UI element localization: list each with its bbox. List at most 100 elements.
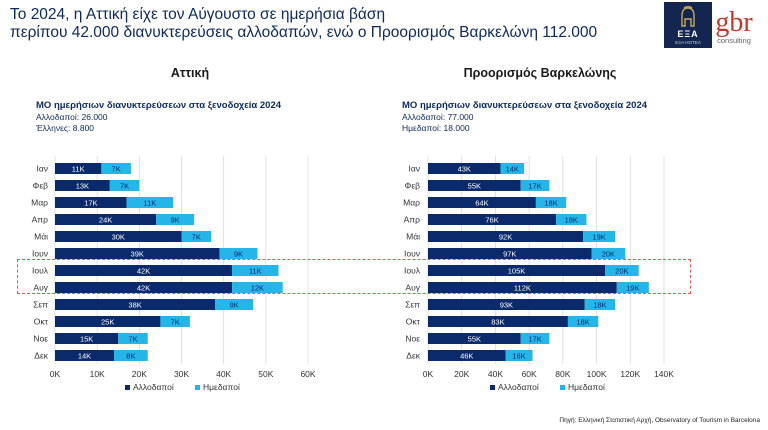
headline-line-2: περίπου 42.000 διανυκτερεύσεις αλλοδαπών…: [10, 24, 598, 41]
left-category-label: Αυγ: [33, 283, 48, 293]
left-x-tick-label: 50K: [258, 369, 273, 379]
right-data-label: 16K: [512, 352, 525, 361]
right-x-tick-label: 20K: [454, 369, 469, 379]
esa-logo-subtext: ΕΞΑ ΗΟΤΕΛ: [675, 40, 701, 45]
right-bar-domestic: [520, 180, 550, 191]
left-x-tick-label: 30K: [174, 369, 189, 379]
left-data-label: 30K: [112, 233, 125, 242]
right-data-label: 17K: [528, 182, 541, 191]
left-category-label: Μάι: [34, 232, 48, 242]
left-x-tick-label: 40K: [216, 369, 231, 379]
left-data-label: 25K: [101, 318, 114, 327]
left-data-label: 7K: [192, 233, 201, 242]
left-data-label: 14K: [78, 352, 91, 361]
right-data-label: 19K: [626, 284, 639, 293]
right-category-label: Ιαν: [408, 164, 420, 174]
right-bar-foreign: [428, 214, 557, 225]
left-bar-foreign: [55, 197, 127, 208]
left-bar-domestic: [215, 299, 254, 310]
right-category-label: Ιουλ: [404, 266, 421, 276]
right-x-tick-label: 0K: [423, 369, 434, 379]
left-bar-domestic: [118, 333, 148, 344]
esa-logo: ΕΞΑ ΕΞΑ ΗΟΤΕΛ: [664, 2, 712, 48]
right-chart-subtitle: ΜΟ ημερήσιων διανυκτερεύσεων στα ξενοδοχ…: [402, 100, 648, 111]
right-data-label: 18K: [593, 301, 606, 310]
right-bar-domestic: [567, 316, 599, 327]
right-category-label: Αυγ: [405, 283, 420, 293]
right-bar-foreign: [428, 248, 592, 259]
gbr-logo: gbr consulting: [706, 7, 762, 46]
left-bar-domestic: [160, 316, 190, 327]
left-data-label: 12K: [251, 284, 264, 293]
right-x-tick-label: 40K: [488, 369, 503, 379]
right-data-label: 55K: [468, 182, 481, 191]
right-category-label: Σεπ: [405, 300, 420, 310]
right-x-tick-label: 120K: [620, 369, 640, 379]
right-bar-foreign: [428, 299, 585, 310]
right-x-tick-label: 60K: [522, 369, 537, 379]
left-x-tick-label: 20K: [132, 369, 147, 379]
left-data-label: 38K: [128, 301, 141, 310]
left-bar-domestic: [232, 265, 279, 276]
left-data-label: 11K: [143, 199, 156, 208]
right-data-label: 76K: [485, 216, 498, 225]
right-bar-foreign: [428, 350, 506, 361]
left-category-label: Μαρ: [31, 198, 48, 208]
left-data-label: 15K: [80, 335, 93, 344]
right-data-label: 97K: [503, 250, 516, 259]
left-note-domestic: Έλληνες: 8.800: [36, 123, 95, 133]
gbr-logo-text: gbr: [715, 7, 753, 38]
right-bar-foreign: [428, 333, 521, 344]
left-category-label: Φεβ: [33, 181, 49, 191]
right-bar-foreign: [428, 316, 568, 327]
left-data-label: 42K: [137, 284, 150, 293]
right-data-label: 64K: [475, 199, 488, 208]
right-category-label: Μάι: [406, 232, 420, 242]
left-data-label: 7K: [120, 182, 129, 191]
left-x-tick-label: 10K: [90, 369, 105, 379]
right-data-label: 43K: [458, 165, 471, 174]
left-data-label: 13K: [76, 182, 89, 191]
left-data-label: 17K: [84, 199, 97, 208]
right-bar-domestic: [605, 265, 639, 276]
left-legend-swatch: [195, 385, 200, 390]
left-category-label: Νοε: [33, 334, 48, 344]
right-data-label: 17K: [528, 335, 541, 344]
left-bar-foreign: [55, 180, 110, 191]
right-category-label: Μαρ: [403, 198, 420, 208]
left-bar-domestic: [114, 350, 148, 361]
right-data-label: 19K: [592, 233, 605, 242]
right-bar-domestic: [520, 333, 550, 344]
left-legend-label: Ημεδαποί: [203, 382, 240, 392]
left-bar-foreign: [55, 248, 220, 259]
source-note: Πηγή: Ελληνική Στατιστική Αρχή, Observat…: [559, 417, 760, 424]
right-category-label: Ιουν: [404, 249, 420, 259]
right-note-foreign: Αλλοδαποί: 77.000: [402, 112, 474, 122]
headline: Το 2024, η Αττική είχε τον Αύγουστο σε η…: [10, 6, 640, 42]
left-category-label: Ιαν: [36, 164, 48, 174]
left-data-label: 9K: [234, 250, 243, 259]
left-bar-domestic: [109, 180, 140, 191]
right-bar-domestic: [535, 197, 567, 208]
left-x-tick-label: 0K: [50, 369, 61, 379]
left-x-tick-label: 60K: [300, 369, 315, 379]
right-legend-label: Ημεδαποί: [568, 382, 605, 392]
right-data-label: 92K: [499, 233, 512, 242]
left-category-label: Δεκ: [34, 351, 48, 361]
right-data-label: 93K: [500, 301, 513, 310]
left-bar-foreign: [55, 282, 233, 293]
gbr-logo-subtext: consulting: [717, 36, 751, 45]
left-category-label: Ιουν: [32, 249, 48, 259]
left-bar-foreign: [55, 231, 182, 242]
right-data-label: 105K: [508, 267, 526, 276]
left-data-label: 9K: [230, 301, 239, 310]
right-data-label: 20K: [615, 267, 628, 276]
left-data-label: 39K: [131, 250, 144, 259]
left-bar-foreign: [55, 214, 157, 225]
right-legend-swatch: [560, 385, 565, 390]
right-category-label: Δεκ: [406, 351, 420, 361]
right-data-label: 55K: [468, 335, 481, 344]
right-note-domestic: Ημεδαποί: 18.000: [402, 123, 470, 133]
left-data-label: 24K: [99, 216, 112, 225]
